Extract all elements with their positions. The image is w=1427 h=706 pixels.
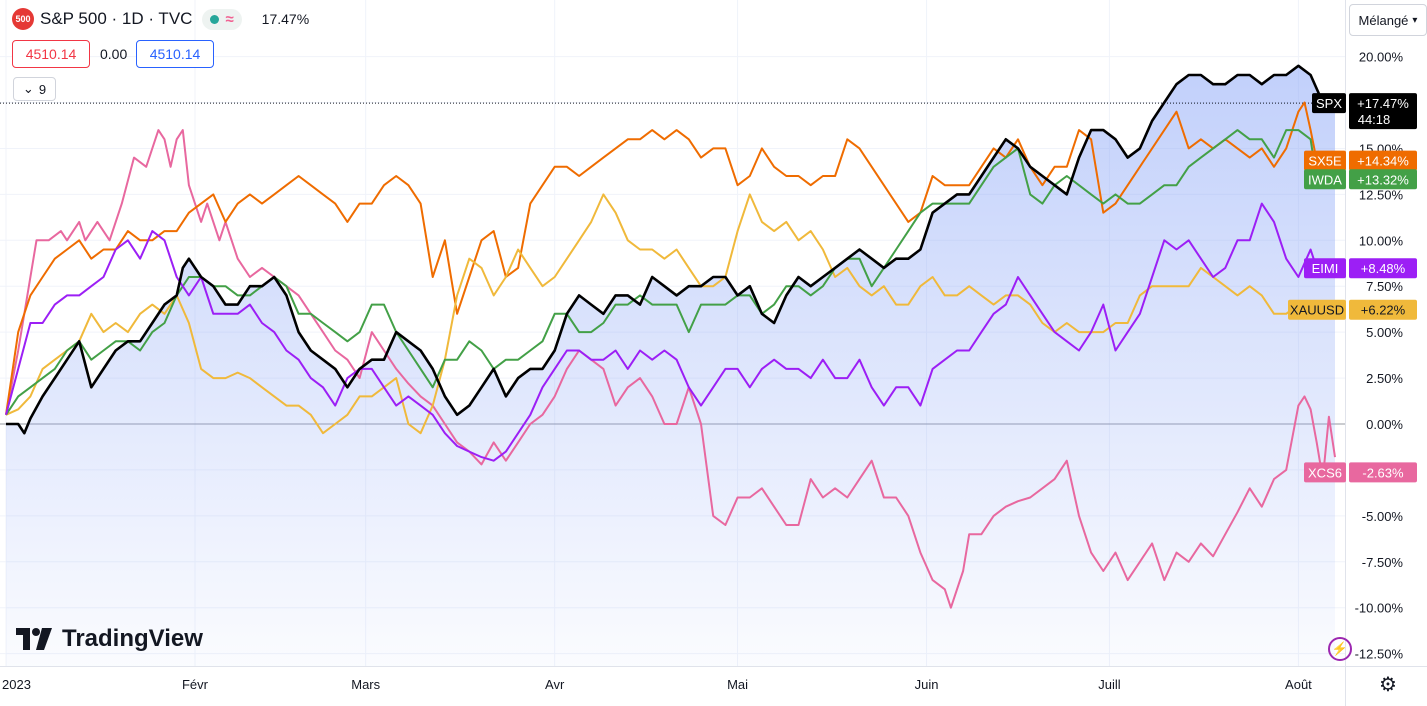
chevron-down-icon: ▾ (1412, 14, 1418, 26)
last-value-tag-spx: SPX +17.47%44:18 (1312, 93, 1417, 130)
y-tick-label: 5.00% (1366, 325, 1403, 340)
series-value-text: +13.32% (1357, 172, 1409, 187)
series-value-badge (1349, 169, 1417, 190)
series-name-badge (1304, 150, 1346, 171)
series-line-xcs6 (5, 129, 1336, 609)
x-tick-label: Mars (351, 677, 380, 692)
series-value-badge (1349, 462, 1417, 483)
y-tick-label: 7.50% (1366, 279, 1403, 294)
series-value-badge (1349, 93, 1417, 130)
last-value-tag-xauusd: XAUUSD +6.22% (1288, 299, 1417, 320)
indicators-count: 9 (38, 81, 47, 97)
series-line-sx5e (5, 101, 1318, 415)
y-tick-label: -5.00% (1362, 509, 1404, 524)
lightning-icon[interactable]: ⚡ (1328, 637, 1352, 661)
last-value-tag-iwda: IWDA +13.32% (1304, 169, 1417, 190)
x-tick-label: Avr (545, 677, 565, 692)
symbol-title[interactable]: S&P 500 · 1D · TVC (40, 9, 193, 28)
x-tick-label: Août (1285, 677, 1312, 692)
series-value-badge (1349, 150, 1417, 171)
ask-price-box[interactable]: 4510.14 (136, 40, 214, 68)
series-name-text: XAUUSD (1290, 303, 1344, 318)
tradingview-wordmark: TradingView (62, 625, 203, 652)
x-tick-label: 2023 (2, 677, 31, 692)
chevron-down-icon: ⌄ (22, 81, 34, 96)
settings-gear-icon[interactable]: ⚙ (1379, 674, 1397, 696)
series-name-text: EIMI (1312, 261, 1339, 276)
x-tick-label: Juill (1098, 677, 1121, 692)
market-open-icon (210, 14, 220, 24)
scale-mode-label: Mélangé (1358, 12, 1409, 28)
y-tick-label: -10.00% (1355, 601, 1404, 616)
tradingview-logo[interactable]: TradingView (16, 625, 203, 653)
series-name-text: SX5E (1308, 154, 1342, 169)
series-line-iwda (5, 129, 1318, 416)
spx-area-fill (6, 65, 1335, 667)
series-line-xauusd (5, 193, 1311, 435)
indicators-toggle-button[interactable]: ⌄ 9 (13, 77, 56, 101)
tradingview-mark-icon (16, 628, 52, 650)
change-percent: 17.47% (261, 11, 310, 27)
series-name-text: XCS6 (1308, 465, 1342, 480)
y-tick-label: 0.00% (1366, 417, 1403, 432)
market-status-pill[interactable]: ≈ (202, 8, 242, 30)
series-name-badge (1288, 299, 1346, 320)
y-tick-label: -7.50% (1362, 555, 1404, 570)
symbol-header: 500 S&P 500 · 1D · TVC ≈ 17.47% (12, 8, 309, 30)
wave-icon: ≈ (225, 10, 234, 28)
bid-price-box[interactable]: 4510.14 (12, 40, 90, 68)
x-tick-label: Févr (182, 677, 209, 692)
sp500-logo-icon: 500 (12, 8, 34, 30)
y-tick-label: 2.50% (1366, 371, 1403, 386)
y-tick-label: 20.00% (1359, 50, 1404, 65)
series-name-badge (1304, 258, 1346, 279)
y-tick-label: 10.00% (1359, 233, 1404, 248)
scale-mode-dropdown[interactable]: Mélangé ▾ (1349, 4, 1427, 36)
y-tick-label: 12.50% (1359, 187, 1404, 202)
series-name-badge (1304, 462, 1346, 483)
series-value-text: +8.48% (1361, 261, 1406, 276)
x-tick-label: Mai (727, 677, 748, 692)
series-value-text: +17.47% (1357, 96, 1409, 111)
last-value-tag-eimi: EIMI +8.48% (1304, 258, 1417, 279)
series-value-text: +6.22% (1361, 303, 1406, 318)
series-line-spx (6, 64, 1336, 435)
series-name-badge (1304, 169, 1346, 190)
series-line-eimi (5, 202, 1318, 462)
y-tick-label: -12.50% (1355, 647, 1404, 662)
series-name-text: IWDA (1308, 172, 1342, 187)
spread-value: 0.00 (100, 46, 128, 62)
series-value-text: -2.63% (1362, 465, 1404, 480)
series-value-badge (1349, 299, 1417, 320)
series-value-badge (1349, 258, 1417, 279)
series-value-text: +14.34% (1357, 154, 1409, 169)
x-tick-label: Juin (915, 677, 939, 692)
last-value-tag-xcs6: XCS6 -2.63% (1304, 462, 1417, 483)
last-value-tag-sx5e: SX5E +14.34% (1304, 150, 1417, 171)
series-name-badge (1312, 93, 1346, 114)
countdown-text: 44:18 (1358, 112, 1391, 127)
series-name-text: SPX (1316, 96, 1342, 111)
